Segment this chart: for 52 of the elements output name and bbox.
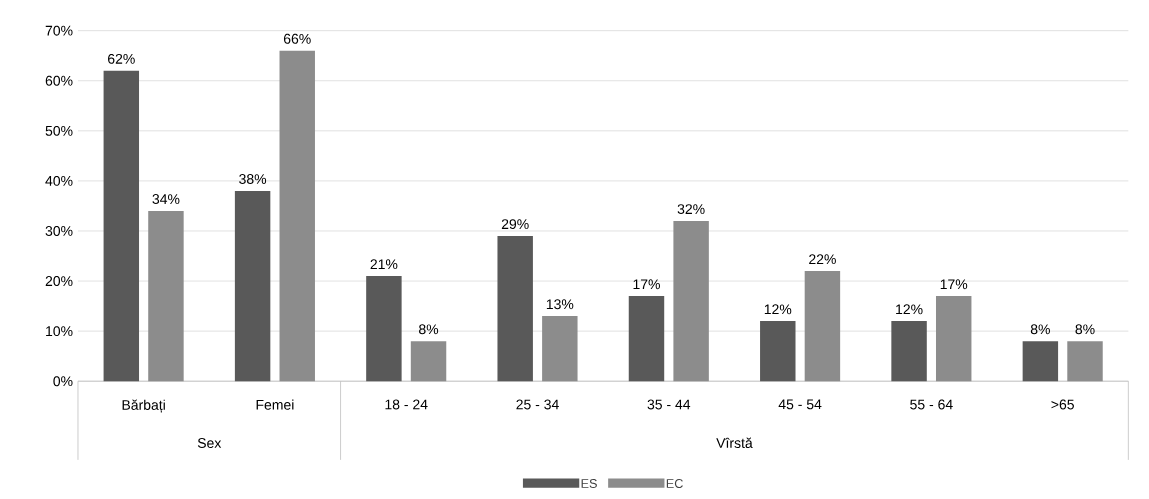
bar bbox=[935, 296, 972, 382]
bar bbox=[1067, 341, 1103, 382]
x-tick-label: 45 - 54 bbox=[778, 399, 822, 410]
bar bbox=[804, 271, 841, 382]
legend-label: EC bbox=[666, 479, 683, 489]
text: Sex bbox=[197, 438, 222, 449]
data-label: 32% bbox=[677, 204, 705, 215]
x-tick-label: 35 - 44 bbox=[647, 399, 691, 410]
bar bbox=[410, 341, 447, 382]
bar bbox=[103, 70, 140, 382]
y-tick-label: 30% bbox=[45, 226, 73, 237]
text: Vîrstă bbox=[716, 437, 753, 449]
y-tick-label: 70% bbox=[45, 25, 73, 36]
bar bbox=[542, 316, 578, 382]
data-label: 17% bbox=[633, 279, 660, 290]
data-label: 8% bbox=[1030, 324, 1050, 335]
bar bbox=[366, 276, 402, 382]
x-tick-label: 55 - 64 bbox=[910, 399, 953, 410]
y-tick-label: 10% bbox=[46, 326, 73, 337]
data-label: 34% bbox=[152, 194, 180, 205]
bar bbox=[279, 50, 315, 382]
x-tick-label: >65 bbox=[1051, 399, 1074, 410]
data-label: 62% bbox=[108, 54, 135, 65]
data-label: 17% bbox=[940, 279, 968, 290]
legend-label: ES bbox=[581, 479, 597, 489]
bar bbox=[1022, 341, 1059, 382]
bar bbox=[891, 321, 927, 382]
y-tick-label: 0% bbox=[53, 376, 73, 387]
y-tick-label: 60% bbox=[45, 76, 73, 86]
data-label: 8% bbox=[419, 324, 439, 335]
data-label: 8% bbox=[1075, 324, 1095, 335]
x-tick-label: 18 - 24 bbox=[385, 399, 428, 410]
bar bbox=[148, 211, 184, 382]
y-tick-label: 40% bbox=[45, 176, 73, 187]
data-label: 12% bbox=[764, 304, 792, 315]
data-label: 22% bbox=[809, 254, 836, 265]
y-tick-label: 20% bbox=[45, 276, 73, 287]
x-tick-label: 25 - 34 bbox=[516, 399, 559, 410]
bar bbox=[234, 191, 271, 382]
bar bbox=[760, 321, 796, 382]
x-tick-label: Femei bbox=[256, 399, 294, 410]
bar bbox=[497, 236, 533, 382]
bar bbox=[673, 221, 709, 382]
x-tick-label: Bărbați bbox=[122, 399, 165, 413]
data-label: 21% bbox=[370, 259, 398, 270]
data-label: 29% bbox=[501, 219, 529, 230]
data-label: 12% bbox=[896, 304, 923, 315]
bar bbox=[628, 296, 665, 382]
y-tick-label: 50% bbox=[45, 126, 73, 137]
data-label: 38% bbox=[239, 174, 267, 185]
data-label: 13% bbox=[546, 299, 574, 310]
data-label: 66% bbox=[283, 34, 311, 45]
